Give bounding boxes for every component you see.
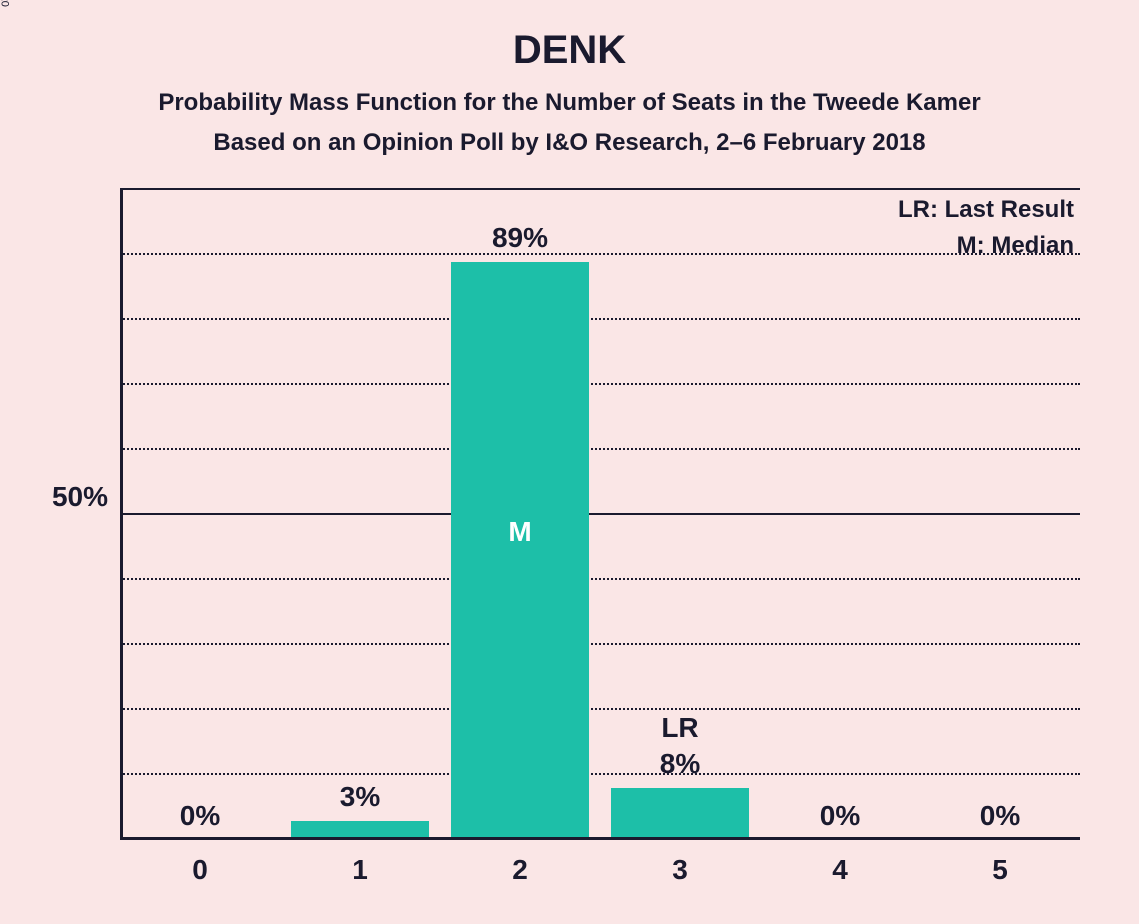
gridline-minor: [120, 383, 1080, 385]
gridline-minor: [120, 318, 1080, 320]
x-axis-tick-label: 0: [192, 854, 208, 886]
bar: [451, 262, 589, 841]
y-axis-tick-label: 50%: [52, 481, 108, 513]
x-axis-tick-label: 2: [512, 854, 528, 886]
chart-subtitle-2: Based on an Opinion Poll by I&O Research…: [0, 129, 1139, 157]
gridline-minor: [120, 578, 1080, 580]
x-axis-tick-label: 3: [672, 854, 688, 886]
bar: [611, 788, 749, 840]
chart-subtitle-1: Probability Mass Function for the Number…: [0, 89, 1139, 117]
gridline-major: [120, 513, 1080, 515]
legend-item-median: M: Median: [898, 228, 1074, 264]
chart-title: DENK: [0, 0, 1139, 73]
x-axis-tick-label: 4: [832, 854, 848, 886]
gridline-minor: [120, 708, 1080, 710]
gridline-major: [120, 188, 1080, 190]
y-axis: [120, 190, 123, 840]
bar-value-label: 0%: [760, 800, 920, 832]
last-result-marker: LR: [600, 712, 760, 744]
x-axis: [120, 837, 1080, 840]
bar-value-label: 3%: [280, 781, 440, 813]
x-axis-tick-label: 1: [352, 854, 368, 886]
gridline-minor: [120, 448, 1080, 450]
median-marker: M: [440, 516, 600, 548]
bar-value-label: 8%: [600, 748, 760, 780]
bar-value-label: 0%: [920, 800, 1080, 832]
chart-plot-area: 50%0%03%189%M28%LR30%40%5LR: Last Result…: [120, 190, 1080, 840]
copyright-text: © 2020 Filip van Laenen: [0, 0, 11, 8]
gridline-minor: [120, 643, 1080, 645]
bar-value-label: 0%: [120, 800, 280, 832]
x-axis-tick-label: 5: [992, 854, 1008, 886]
bar-value-label: 89%: [440, 222, 600, 254]
legend: LR: Last ResultM: Median: [898, 192, 1074, 264]
legend-item-lr: LR: Last Result: [898, 192, 1074, 228]
